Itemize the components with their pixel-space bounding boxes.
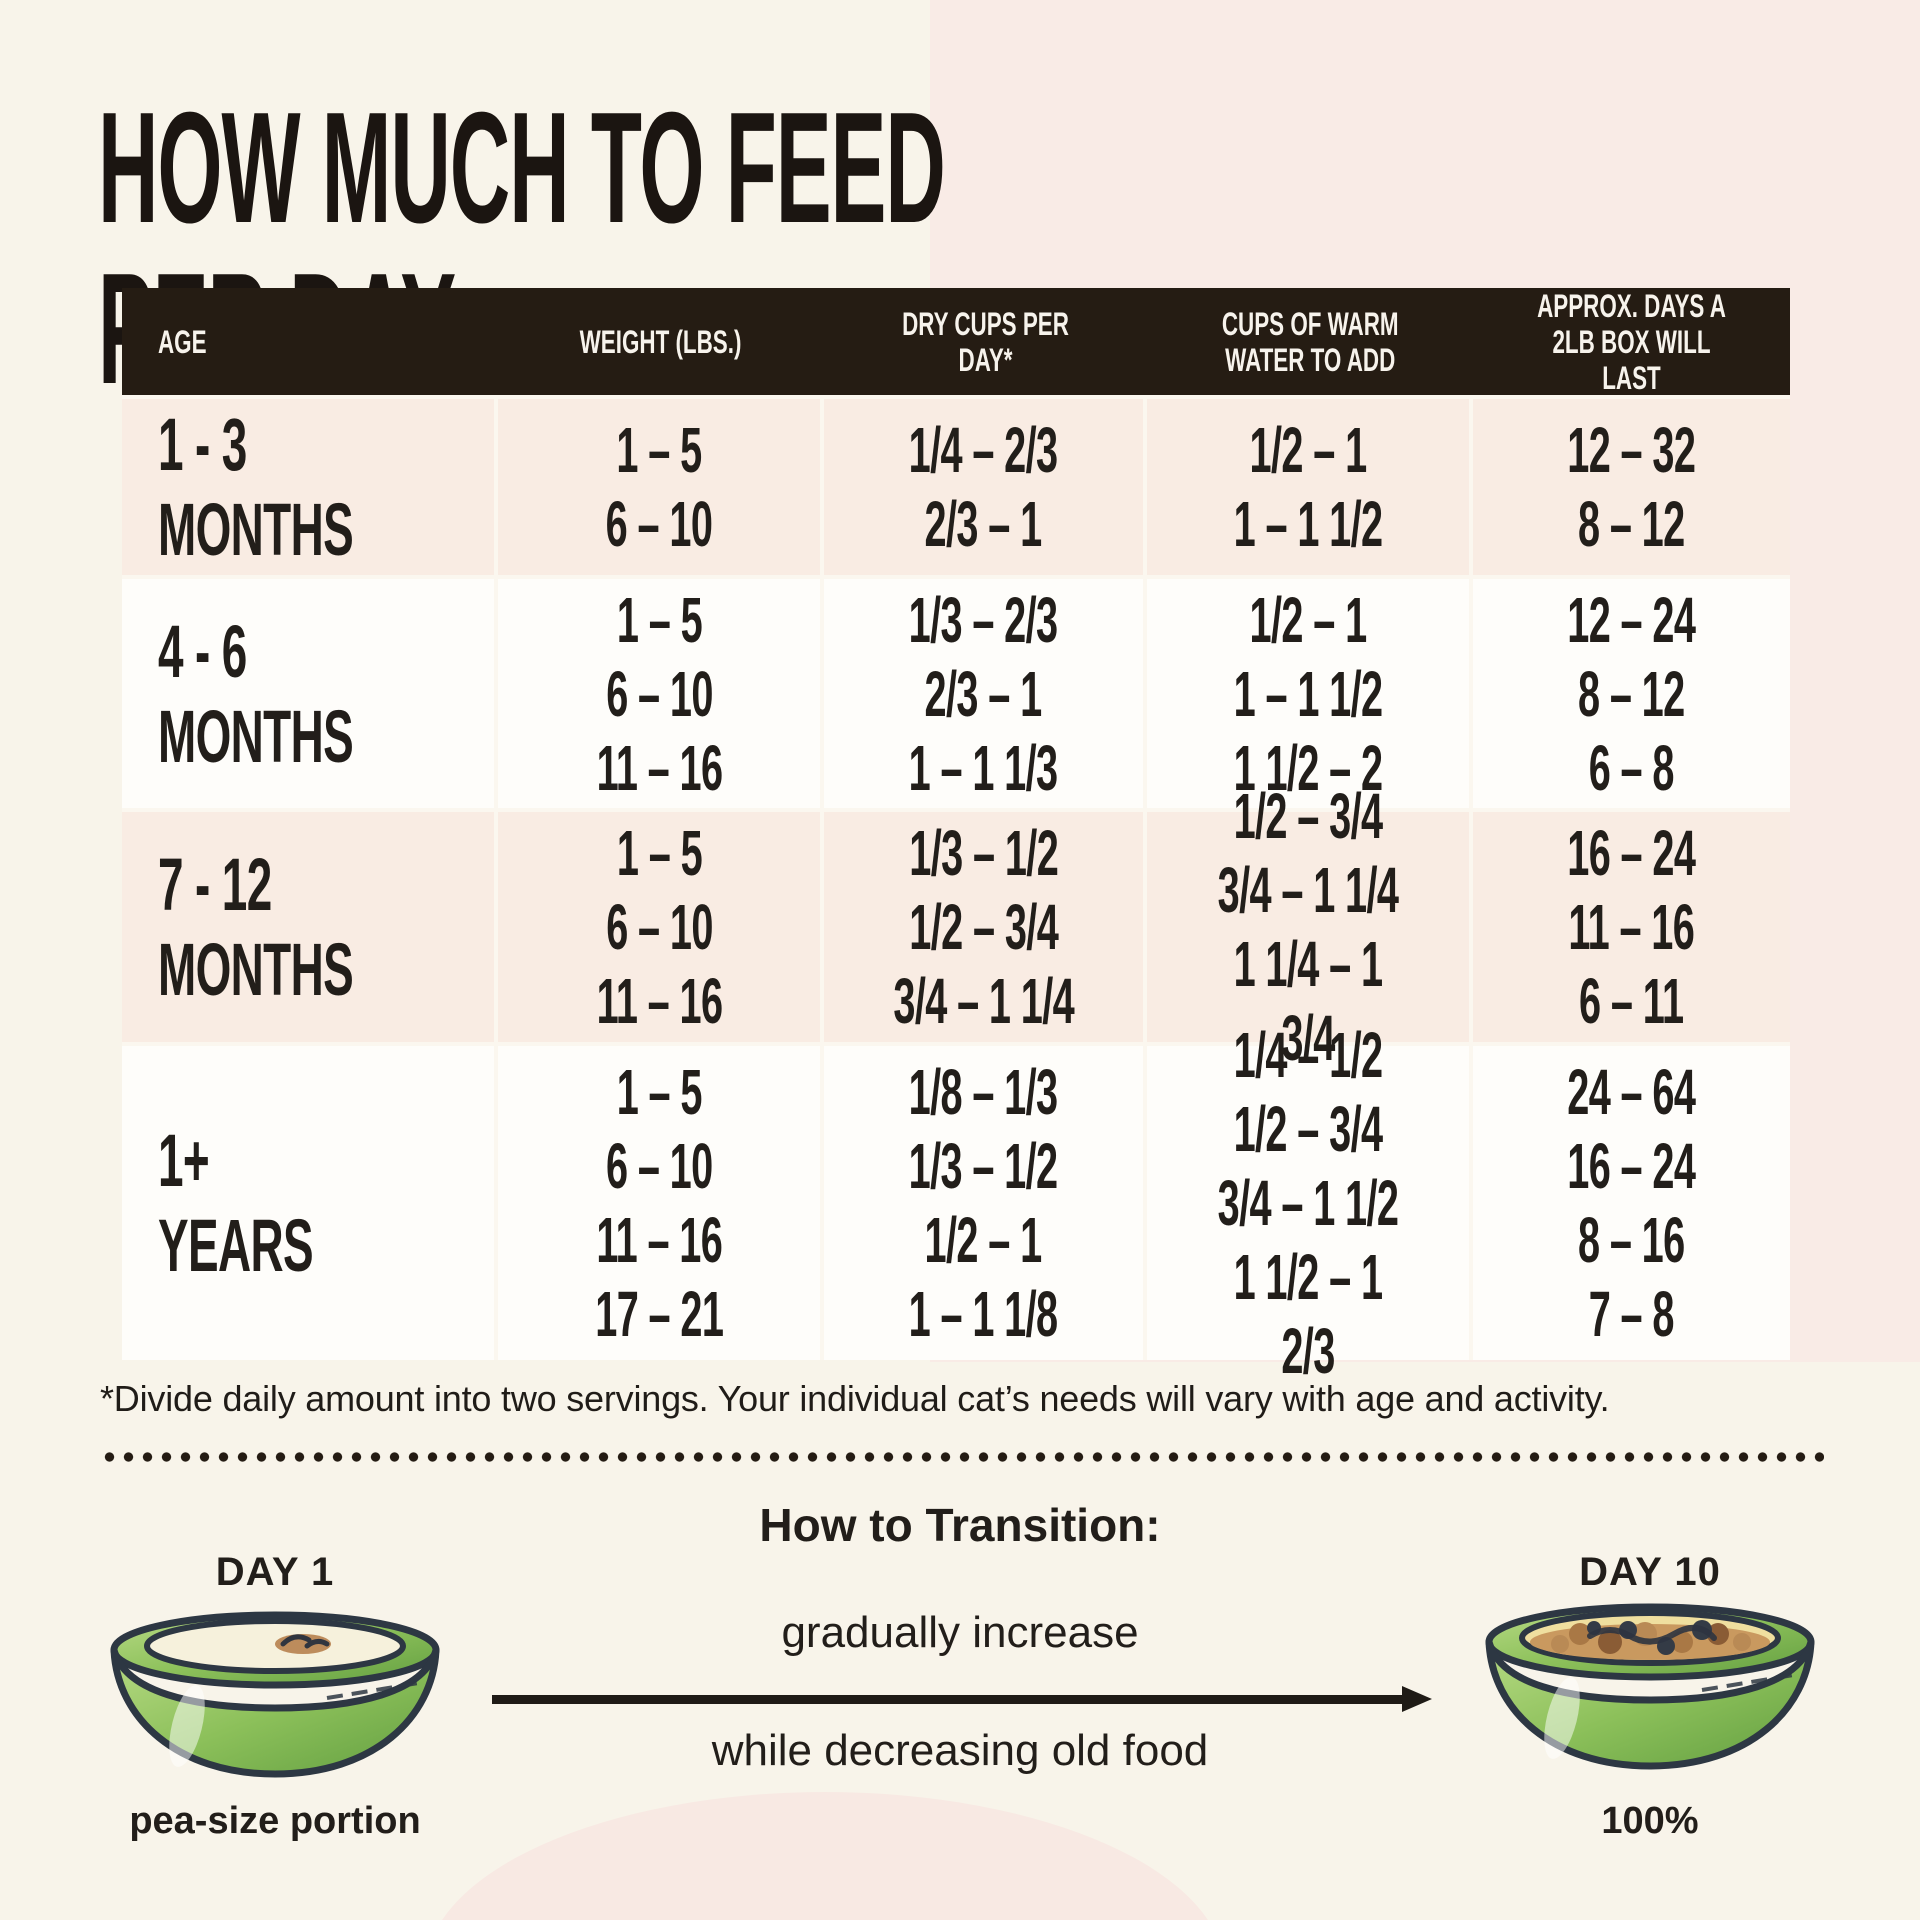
table-row-3-age: 7 - 12 MONTHS (122, 812, 494, 1042)
table-row-3-dry-cups: 1/3 – 1/2 1/2 – 3/4 3/4 – 1 1/4 (824, 812, 1143, 1042)
table-row-4-age: 1+ YEARS (122, 1046, 494, 1360)
table-row-1-water: 1/2 – 1 1 – 1 1/2 (1147, 399, 1469, 575)
table-row-1-weight: 1 – 5 6 – 10 (498, 399, 820, 575)
table-row-1-days: 12 – 32 8 – 12 (1473, 399, 1790, 575)
column-header-days: APPROX. DAYS A 2LB BOX WILL LAST (1537, 288, 1726, 396)
column-header-dry-cups: DRY CUPS PER DAY* (902, 306, 1069, 378)
day10-bowl-illustration (1485, 1603, 1815, 1770)
table-row-3-days: 16 – 24 11 – 16 6 – 11 (1473, 812, 1790, 1042)
day10-label: DAY 10 (1579, 1550, 1721, 1594)
transition-line2: while decreasing old food (711, 1726, 1209, 1775)
table-row-3-weight: 1 – 5 6 – 10 11 – 16 (498, 812, 820, 1042)
column-header-water: CUPS OF WARM WATER TO ADD (1221, 306, 1399, 378)
background-bottom-blob (425, 1792, 1225, 1920)
table-row-1-dry-cups: 1/4 – 2/3 2/3 – 1 (824, 399, 1143, 575)
day1-bowl-illustration (110, 1611, 440, 1778)
table-body: 1 - 3 MONTHS 1 – 5 6 – 10 1/4 – 2/3 2/3 … (122, 395, 1790, 1387)
day10-caption: 100% (1601, 1800, 1699, 1842)
day1-caption: pea-size portion (129, 1800, 421, 1842)
table-row-2-water: 1/2 – 1 1 – 1 1/2 1 1/2 – 2 (1147, 579, 1469, 808)
table-row-4-days: 24 – 64 16 – 24 8 – 16 7 – 8 (1473, 1046, 1790, 1360)
table-row-2-weight: 1 – 5 6 – 10 11 – 16 (498, 579, 820, 808)
table-row-4-dry-cups: 1/8 – 1/3 1/3 – 1/2 1/2 – 1 1 – 1 1/8 (824, 1046, 1143, 1360)
table-row-4-weight: 1 – 5 6 – 10 11 – 16 17 – 21 (498, 1046, 820, 1360)
table-row-4-water: 1/4 – 1/2 1/2 – 3/4 3/4 – 1 1/2 1 1/2 – … (1147, 1019, 1469, 1387)
column-header-weight: WEIGHT (LBS.) (580, 324, 742, 360)
day1-label: DAY 1 (215, 1550, 335, 1594)
dotted-divider (100, 1452, 1824, 1462)
table-header-row: AGE WEIGHT (LBS.) DRY CUPS PER DAY* CUPS… (122, 288, 1790, 396)
table-row-2-dry-cups: 1/3 – 2/3 2/3 – 1 1 – 1 1/3 (824, 579, 1143, 808)
transition-line1: gradually increase (781, 1608, 1139, 1657)
table-row-3-water: 1/2 – 3/4 3/4 – 1 1/4 1 1/4 – 1 3/4 (1147, 780, 1469, 1074)
transition-heading: How to Transition: (759, 1499, 1161, 1551)
table-row-2-days: 12 – 24 8 – 12 6 – 8 (1473, 579, 1790, 808)
transition-arrow-icon (492, 1686, 1432, 1712)
table-row-2-age: 4 - 6 MONTHS (122, 579, 494, 808)
footnote: *Divide daily amount into two servings. … (100, 1378, 1610, 1419)
table-row-1-age: 1 - 3 MONTHS (122, 399, 494, 575)
feeding-table: AGE WEIGHT (LBS.) DRY CUPS PER DAY* CUPS… (122, 288, 1790, 1387)
column-header-age: AGE (158, 324, 207, 360)
